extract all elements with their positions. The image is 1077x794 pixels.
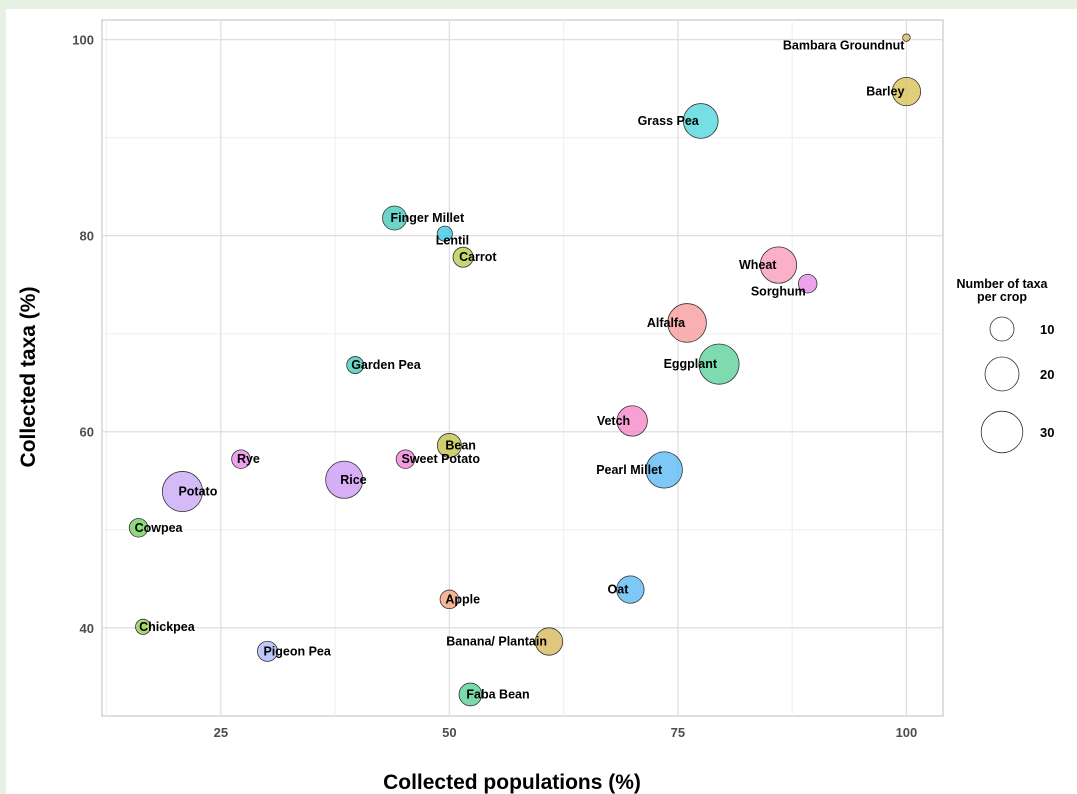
point-banana-plantain xyxy=(534,627,564,656)
point-finger-millet xyxy=(382,205,407,231)
x-tick-label: 50 xyxy=(442,725,456,740)
point-potato xyxy=(161,471,203,513)
legend-title: Number of taxa xyxy=(957,277,1049,291)
legend-label: 10 xyxy=(1040,322,1054,337)
point-carrot xyxy=(452,246,474,268)
point-label: Eggplant xyxy=(664,357,718,371)
y-axis-title: Collected taxa (%) xyxy=(17,287,40,468)
y-tick-label: 60 xyxy=(80,425,94,440)
point-label: Wheat xyxy=(739,258,777,272)
y-tick-label: 80 xyxy=(80,229,94,244)
point-label: Barley xyxy=(866,85,904,99)
scatter-chart: Bambara Groundnut Barley Grass Pea Finger M… xyxy=(17,19,1054,794)
point-faba-bean xyxy=(458,682,483,707)
point-cowpea xyxy=(128,518,149,538)
y-axis-ticks: 40 60 80 100 xyxy=(72,33,94,636)
point-bean xyxy=(436,433,462,458)
point-label: Grass Pea xyxy=(638,114,700,128)
point-label: Finger Millet xyxy=(391,211,465,225)
point-vetch xyxy=(616,405,648,437)
legend-title: per crop xyxy=(977,290,1027,304)
x-tick-label: 25 xyxy=(214,725,228,740)
point-label: Lentil xyxy=(436,234,469,248)
point-label: Bean xyxy=(445,438,476,452)
point-label: Sorghum xyxy=(751,285,806,299)
point-alfalfa xyxy=(667,303,707,343)
point-label: Vetch xyxy=(597,414,630,428)
point-pearl-millet xyxy=(645,451,683,489)
legend-key-circle xyxy=(980,410,1024,454)
point-grass-pea xyxy=(682,103,719,139)
point-garden-pea xyxy=(346,356,365,374)
point-pigeon-pea xyxy=(257,640,278,662)
gridlines xyxy=(102,20,943,716)
x-tick-label: 75 xyxy=(671,725,685,740)
x-axis-title: Collected populations (%) xyxy=(383,771,641,794)
point-label: Oat xyxy=(608,583,630,597)
point-label: Rice xyxy=(340,473,366,487)
point-eggplant xyxy=(698,343,740,385)
point-barley xyxy=(891,76,922,107)
point-sorghum xyxy=(798,273,818,294)
point-sweet-potato xyxy=(395,449,416,469)
point-label: Potato xyxy=(178,485,217,499)
data-points xyxy=(128,33,922,707)
point-labels: Bambara Groundnut Barley Grass Pea Finger M… xyxy=(135,39,906,702)
legend-label: 20 xyxy=(1040,367,1054,382)
point-label: Sweet Potato xyxy=(401,452,480,466)
point-label: Rye xyxy=(237,452,260,466)
y-tick-label: 100 xyxy=(72,33,94,48)
point-chickpea xyxy=(135,618,152,635)
chart-frame: Bambara Groundnut Barley Grass Pea Finger M… xyxy=(6,9,1077,794)
point-label: Bambara Groundnut xyxy=(783,39,905,53)
panel-border xyxy=(101,19,944,717)
point-apple xyxy=(439,589,460,610)
point-rye xyxy=(231,449,251,469)
point-bambara-groundnut xyxy=(902,33,911,42)
point-label: Banana/ Plantain xyxy=(446,634,547,648)
point-lentil xyxy=(436,225,453,242)
x-axis-ticks: 25 50 75 100 xyxy=(214,725,918,740)
point-label: Alfalfa xyxy=(647,316,686,330)
point-label: Apple xyxy=(445,592,480,606)
point-label: Carrot xyxy=(459,250,497,264)
point-oat xyxy=(616,575,645,604)
legend-key-circle xyxy=(984,356,1020,392)
point-label: Cowpea xyxy=(135,521,184,535)
point-label: Pigeon Pea xyxy=(263,644,331,658)
point-label: Faba Bean xyxy=(466,687,529,701)
point-wheat xyxy=(759,246,798,284)
y-tick-label: 40 xyxy=(80,621,94,636)
point-label: Garden Pea xyxy=(351,358,422,372)
point-label: Pearl Millet xyxy=(596,463,663,477)
legend-label: 30 xyxy=(1040,425,1054,440)
point-label: Chickpea xyxy=(139,620,196,634)
point-rice xyxy=(325,460,364,499)
x-tick-label: 100 xyxy=(896,725,918,740)
legend-key-circle xyxy=(989,316,1015,342)
